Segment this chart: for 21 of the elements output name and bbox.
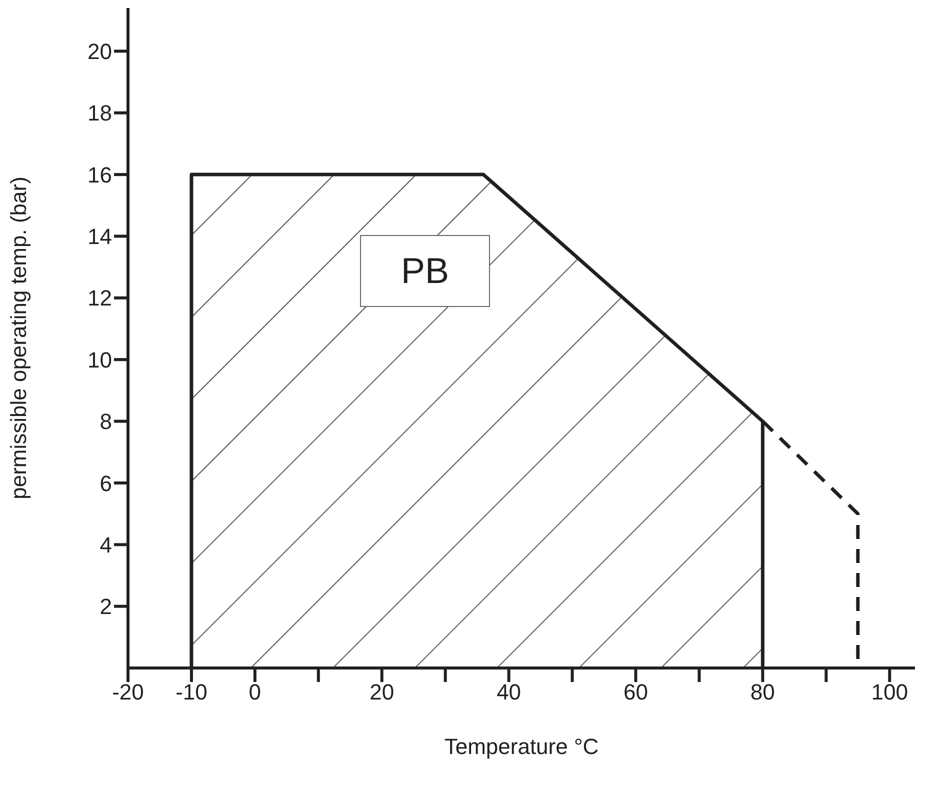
y-tick-label: 14 [88,224,112,250]
x-tick-label: 80 [750,680,775,705]
y-axis-title: permissible operating temp. (bar) [6,176,31,500]
x-tick-label: 60 [624,680,648,705]
y-tick-label: 18 [88,100,112,126]
annotation: PB [360,235,490,307]
y-tick-label: 4 [100,532,112,558]
x-tick-label: -20 [112,680,144,705]
y-tick-label: 12 [88,286,112,311]
x-tick-label: 20 [370,680,394,705]
x-tick-label: 100 [871,680,908,705]
y-tick-label: 6 [100,470,112,496]
y-tick-label: 10 [88,347,112,372]
y-tick-label: 16 [88,162,112,188]
y-tick-label: 2 [100,594,112,620]
x-axis-title: Temperature °C [444,734,599,759]
x-tick-label: 0 [248,680,262,705]
x-tick-label: 40 [496,680,522,705]
y-tick-label: 20 [88,38,112,64]
y-tick-label: 8 [100,409,112,434]
x-tick-label: -10 [176,680,208,705]
